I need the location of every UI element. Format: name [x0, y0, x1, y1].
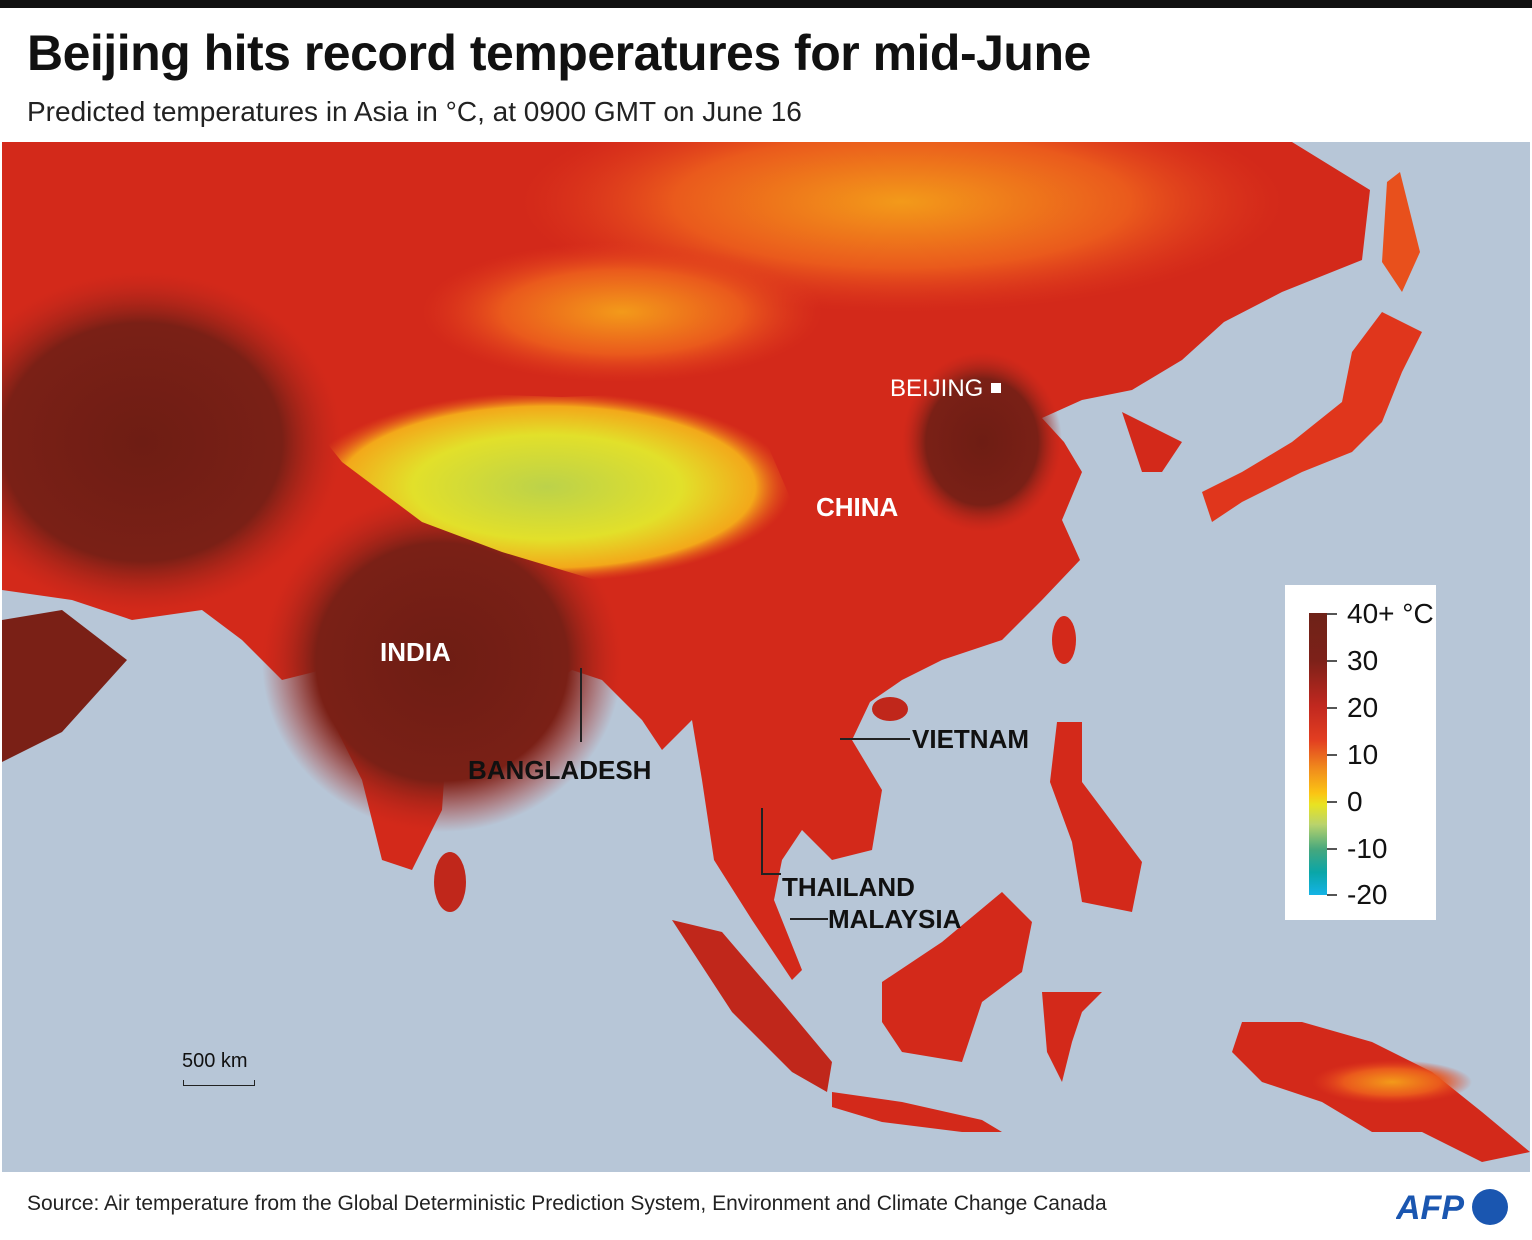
legend-label: 0 — [1347, 786, 1363, 817]
afp-logo: AFP — [1396, 1189, 1508, 1227]
label-thailand: THAILAND — [782, 872, 915, 902]
leader-bangladesh — [580, 668, 582, 742]
top-rule — [0, 0, 1532, 8]
hot-north-china — [902, 352, 1062, 532]
label-malaysia: MALAYSIA — [828, 904, 962, 934]
source-note: Source: Air temperature from the Global … — [27, 1192, 1107, 1215]
legend-label: -20 — [1347, 879, 1388, 910]
taiwan — [1052, 616, 1076, 664]
legend-tick — [1327, 801, 1337, 803]
legend-label: 40+ °C — [1347, 598, 1434, 629]
svg-text:AFP: AFP — [1396, 1189, 1464, 1227]
leader-malaysia — [790, 918, 828, 920]
label-beijing: BEIJING — [890, 375, 984, 402]
legend-tick — [1327, 848, 1337, 850]
label-india: INDIA — [380, 637, 451, 667]
legend-label: -10 — [1347, 833, 1388, 864]
label-vietnam: VIETNAM — [912, 724, 1029, 754]
sumatra — [672, 920, 832, 1092]
scale-bar — [183, 1080, 255, 1086]
legend-tick — [1327, 707, 1337, 709]
temperature-map — [2, 142, 1530, 1172]
beijing-marker — [991, 383, 1001, 393]
label-china: CHINA — [816, 492, 899, 522]
legend-tick — [1327, 754, 1337, 756]
sakhalin — [1382, 172, 1420, 292]
sri-lanka — [434, 852, 466, 912]
hot-india — [262, 492, 622, 832]
leader-thailand-2 — [761, 873, 781, 875]
legend-color-bar — [1309, 613, 1327, 895]
cool-mongolia — [422, 242, 822, 382]
borneo — [882, 892, 1032, 1062]
korea — [1122, 412, 1182, 472]
label-bangladesh: BANGLADESH — [468, 755, 652, 785]
legend-tick — [1327, 613, 1337, 615]
chart-title: Beijing hits record temperatures for mid… — [27, 25, 1091, 81]
leader-thailand — [761, 808, 763, 874]
legend-label: 20 — [1347, 692, 1379, 723]
leader-vietnam — [840, 738, 910, 740]
new-guinea-highlands — [1312, 1060, 1472, 1104]
sulawesi — [1042, 992, 1102, 1082]
hot-west — [2, 272, 342, 612]
legend-label: 30 — [1347, 645, 1379, 676]
hainan — [872, 697, 908, 721]
legend-label: 10 — [1347, 739, 1379, 770]
japan — [1202, 312, 1422, 522]
arabia — [2, 610, 127, 762]
tibetan-plateau — [302, 392, 792, 582]
chart-subtitle: Predicted temperatures in Asia in °C, at… — [27, 96, 802, 127]
philippines — [1050, 722, 1142, 912]
color-legend: 40+ °C 30 20 10 0 -10 -20 — [1285, 585, 1436, 920]
java — [832, 1092, 1002, 1132]
legend-tick — [1327, 894, 1337, 896]
scale-label: 500 km — [182, 1050, 248, 1072]
legend-tick — [1327, 660, 1337, 662]
